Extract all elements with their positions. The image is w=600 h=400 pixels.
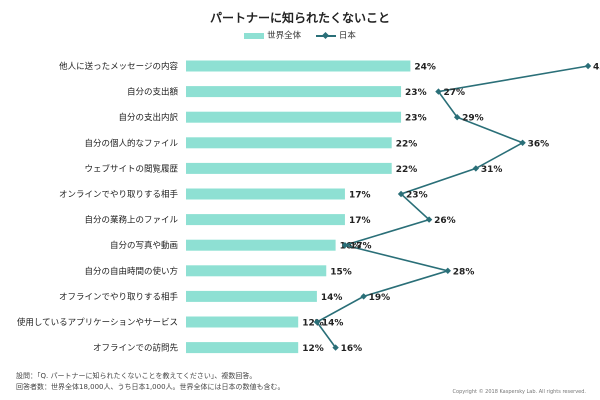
point-value-label: 23% — [406, 191, 428, 201]
bar-value-label: 22% — [396, 139, 418, 149]
category-label: 自分の個人的なファイル — [84, 138, 178, 149]
bar-world — [186, 290, 317, 302]
bar-world — [186, 316, 299, 328]
category-label: オフラインでやり取りする相手 — [59, 291, 179, 302]
category-label: 自分の支出額 — [127, 87, 179, 98]
point-japan — [584, 62, 592, 70]
chart-legend: 世界全体 日本 — [0, 29, 600, 41]
bar-world — [186, 60, 411, 72]
point-japan — [360, 293, 367, 300]
bar-value-label: 14% — [321, 293, 343, 303]
bar-value-label: 22% — [396, 165, 418, 175]
bar-value-label: 15% — [330, 267, 352, 277]
category-label: ウェブサイトの閲覧履歴 — [84, 163, 178, 174]
bar-world — [186, 111, 402, 123]
footnote-question: 設問：「Q. パートナーに知られたくないことを教えてください」、複数回答。 — [16, 372, 257, 380]
bar-world — [186, 162, 392, 174]
point-value-label: 27% — [443, 88, 465, 98]
legend-item-japan: 日本 — [315, 29, 356, 41]
bar-value-label: 24% — [414, 63, 436, 73]
bar-value-label: 17% — [349, 191, 371, 201]
legend-label-japan: 日本 — [338, 31, 356, 41]
chart-title: パートナーに知られたくないこと — [209, 11, 390, 25]
point-japan — [332, 344, 339, 351]
bar-world — [186, 214, 345, 226]
bar-world — [186, 265, 327, 277]
bar-world — [186, 86, 402, 98]
category-label: オンラインでやり取りする相手 — [59, 189, 179, 200]
category-label: オフラインでの訪問先 — [93, 343, 179, 354]
bar-value-label: 12% — [302, 319, 324, 329]
line-japan — [315, 65, 589, 349]
bar-value-label: 17% — [349, 216, 371, 226]
category-label: 自分の業務上のファイル — [84, 215, 178, 226]
bar-value-label: 23% — [405, 88, 427, 98]
legend-item-world: 世界全体 — [244, 29, 301, 41]
bar-world — [186, 239, 336, 251]
bar-world — [186, 137, 392, 149]
category-label: 自分の自由時間の使い方 — [84, 266, 178, 277]
point-japan — [519, 139, 526, 146]
bar-world — [186, 342, 299, 354]
point-value-label: 36% — [528, 139, 550, 149]
bar-world — [186, 188, 345, 200]
category-label: 他人に送ったメッセージの内容 — [59, 61, 178, 72]
legend-label-world: 世界全体 — [267, 31, 302, 41]
point-value-label: 17% — [350, 242, 372, 252]
point-japan — [313, 318, 321, 326]
point-value-label: 19% — [369, 293, 391, 303]
category-label: 使用しているアプリケーションやサービス — [17, 317, 178, 328]
point-value-label: 31% — [481, 165, 503, 175]
footnote-respondents: 回答者数：世界全体18,000人、うち日本1,000人。世界全体には日本の数値も… — [16, 383, 285, 391]
legend-swatch-line — [315, 33, 336, 39]
point-value-label: 29% — [462, 114, 484, 124]
category-label: 自分の写真や動画 — [110, 240, 178, 251]
bar-value-label: 12% — [302, 344, 324, 354]
point-japan — [435, 88, 442, 95]
point-japan — [425, 216, 433, 223]
category-label: 自分の支出内訳 — [118, 112, 178, 123]
legend-swatch-bar — [244, 32, 265, 39]
copyright-text: Copyright © 2018 Kaspersky Lab. All righ… — [452, 389, 586, 395]
point-japan — [397, 190, 405, 198]
point-japan — [341, 242, 349, 249]
bar-value-label: 23% — [405, 114, 427, 124]
point-value-label: 16% — [341, 344, 363, 354]
point-value-label: 43% — [593, 63, 600, 73]
point-japan — [444, 267, 451, 274]
point-japan — [472, 165, 480, 172]
point-japan — [453, 114, 461, 121]
point-value-label: 28% — [453, 267, 475, 277]
point-value-label: 26% — [434, 216, 456, 226]
point-value-label: 14% — [322, 319, 344, 329]
